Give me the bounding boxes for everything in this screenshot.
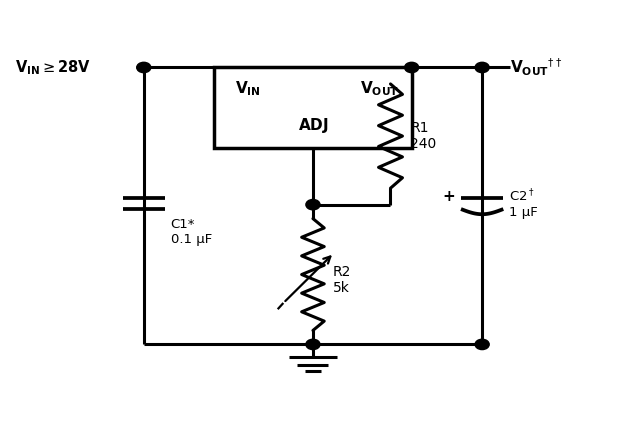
Text: $\mathbf{V_{IN}}$: $\mathbf{V_{IN}}$ bbox=[235, 80, 261, 98]
Circle shape bbox=[404, 62, 419, 73]
Circle shape bbox=[306, 200, 320, 210]
Circle shape bbox=[475, 62, 489, 73]
Text: $\mathbf{ADJ}$: $\mathbf{ADJ}$ bbox=[298, 116, 328, 135]
Text: R1
240: R1 240 bbox=[410, 121, 436, 151]
Bar bbox=[214, 68, 412, 148]
Text: C1*
0.1 μF: C1* 0.1 μF bbox=[170, 218, 212, 246]
Text: $\mathbf{V_{IN}} \geq \mathbf{28V}$: $\mathbf{V_{IN}} \geq \mathbf{28V}$ bbox=[15, 58, 92, 77]
Text: +: + bbox=[442, 189, 454, 204]
Circle shape bbox=[475, 339, 489, 350]
Text: C2$^\dagger$
1 μF: C2$^\dagger$ 1 μF bbox=[509, 187, 538, 219]
Circle shape bbox=[137, 62, 151, 73]
Circle shape bbox=[306, 339, 320, 350]
Text: $\mathbf{V_{OUT}}$: $\mathbf{V_{OUT}}$ bbox=[360, 80, 399, 98]
Text: R2
5k: R2 5k bbox=[333, 264, 351, 295]
Text: $\mathbf{V_{OUT}}^{\dagger\dagger}$: $\mathbf{V_{OUT}}^{\dagger\dagger}$ bbox=[510, 57, 563, 78]
